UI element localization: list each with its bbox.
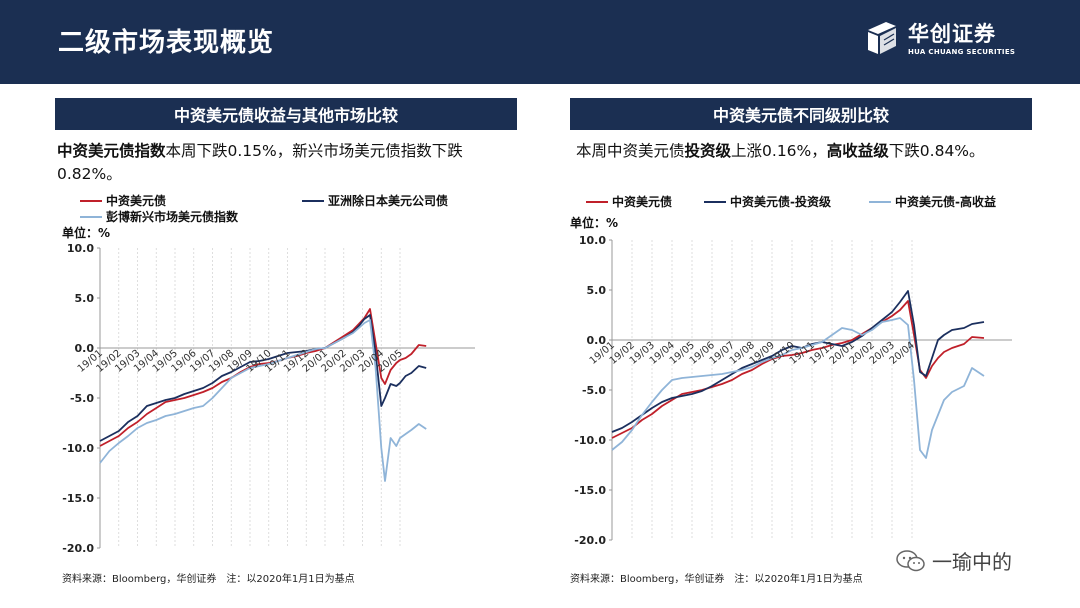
right-chart-y-tick-label: -10.0 (574, 434, 606, 447)
right-desc-pre: 本周中资美元债 (576, 142, 685, 160)
right-chart: 10.05.00.0-5.0-10.0-15.0-20.019/0119/021… (574, 234, 1012, 547)
left-chart-y-tick-label: 0.0 (75, 342, 95, 355)
left-chart-y-tick-label: 5.0 (75, 292, 95, 305)
left-legend-swatch-2 (302, 199, 324, 202)
left-chart-y-tick-label: -10.0 (62, 442, 94, 455)
wechat-icon (896, 549, 925, 571)
watermark-text: 一瑜中的 (932, 550, 1012, 574)
left-desc-text: 本周下跌0.15%，新兴市场美元债指数下跌0.82%。 (57, 142, 463, 183)
logo-name-en: HUA CHUANG SECURITIES (908, 48, 1016, 56)
left-legend-label-1: 中资美元债 (106, 194, 167, 208)
right-chart-y-tick-label: 0.0 (587, 334, 607, 347)
right-chart-series-line-3 (611, 317, 985, 459)
right-chart-y-tick-label: -5.0 (582, 384, 606, 397)
right-chart-y-tick-label: 5.0 (587, 284, 607, 297)
left-desc-bold: 中资美元债指数 (57, 142, 166, 160)
right-desc-mid: 上涨0.16%， (731, 142, 827, 160)
right-legend-label-1: 中资美元债 (612, 195, 673, 209)
watermark: 一瑜中的 (896, 546, 1012, 575)
right-legend-label-3: 中资美元债-高收益 (895, 195, 996, 209)
right-legend-item-1: 中资美元债 (586, 193, 672, 210)
right-legend-swatch-3 (869, 200, 891, 203)
right-desc-bold-2: 高收益级 (826, 142, 889, 160)
right-description: 本周中资美元债投资级上涨0.16%，高收益级下跌0.84%。 (576, 140, 1036, 163)
left-legend-item-3: 彭博新兴市场美元债指数 (80, 208, 238, 225)
right-panel-title: 中资美元债不同级别比较 (570, 98, 1032, 130)
left-chart-y-tick-label: 10.0 (67, 242, 94, 255)
right-legend-swatch-1 (586, 200, 608, 203)
brand-logo: 华创证券 HUA CHUANG SECURITIES (864, 18, 1024, 68)
left-legend-swatch-1 (80, 199, 102, 202)
left-legend-label-2: 亚洲除日本美元公司债 (328, 194, 449, 208)
left-chart-y-tick-label: -20.0 (62, 542, 94, 555)
right-desc-bold-1: 投资级 (684, 142, 732, 160)
left-description: 中资美元债指数本周下跌0.15%，新兴市场美元债指数下跌0.82%。 (57, 140, 507, 186)
right-chart-series-line-2 (611, 290, 985, 433)
right-chart-y-tick-label: -20.0 (574, 534, 606, 547)
logo-icon (868, 22, 896, 54)
left-chart-series-line-2 (99, 314, 427, 442)
logo-name-cn: 华创证券 (908, 22, 996, 46)
page-title: 二级市场表现概览 (58, 28, 275, 58)
left-chart-y-tick-label: -5.0 (70, 392, 94, 405)
right-legend-swatch-2 (704, 200, 726, 203)
header-bar: 二级市场表现概览 华创证券 HUA CHUANG SECURITIES (0, 0, 1080, 84)
left-legend-item-2: 亚洲除日本美元公司债 (302, 192, 448, 209)
right-chart-y-tick-label: -15.0 (574, 484, 606, 497)
left-unit-label: 单位：% (62, 226, 111, 240)
left-legend-swatch-3 (80, 215, 102, 218)
right-legend-label-2: 中资美元债-投资级 (730, 195, 831, 209)
left-legend-item-1: 中资美元债 (80, 192, 166, 209)
right-legend-item-3: 中资美元债-高收益 (869, 193, 996, 210)
left-chart: 10.05.00.0-5.0-10.0-15.0-20.019/0119/021… (62, 242, 475, 555)
left-legend-label-3: 彭博新兴市场美元债指数 (106, 210, 239, 224)
right-source-note: 资料来源：Bloomberg，华创证券 注：以2020年1月1日为基点 (570, 574, 863, 585)
left-panel-title-text: 中资美元债收益与其他市场比较 (173, 106, 398, 125)
left-chart-series-line-3 (99, 319, 427, 482)
left-source-note: 资料来源：Bloomberg，华创证券 注：以2020年1月1日为基点 (62, 574, 355, 585)
right-desc-post: 下跌0.84%。 (888, 142, 985, 160)
right-unit-label: 单位：% (570, 216, 619, 230)
left-panel-title: 中资美元债收益与其他市场比较 (55, 98, 517, 130)
left-chart-y-tick-label: -15.0 (62, 492, 94, 505)
left-chart-series-line-1 (99, 308, 427, 447)
right-chart-y-tick-label: 10.0 (579, 234, 606, 247)
right-legend-item-2: 中资美元债-投资级 (704, 193, 831, 210)
right-panel-title-text: 中资美元债不同级别比较 (712, 106, 889, 125)
